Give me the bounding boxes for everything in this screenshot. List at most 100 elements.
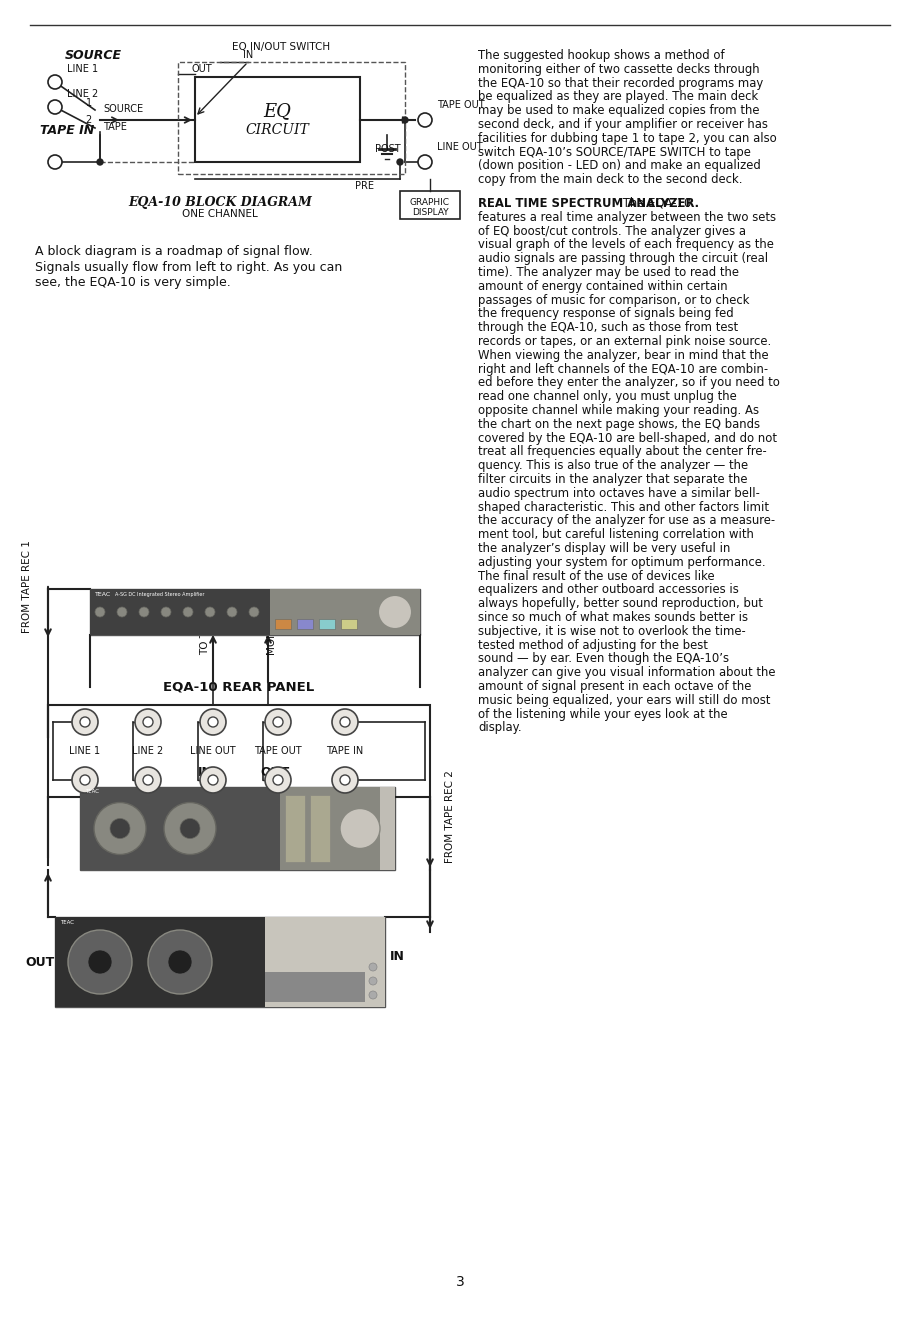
Text: of the listening while your eyes look at the: of the listening while your eyes look at… <box>478 707 727 720</box>
Circle shape <box>199 766 226 793</box>
Bar <box>177 62 404 174</box>
Text: through the EQA-10, such as those from test: through the EQA-10, such as those from t… <box>478 321 737 335</box>
Text: OUT: OUT <box>260 766 289 778</box>
Text: subjective, it is wise not to overlook the time-: subjective, it is wise not to overlook t… <box>478 624 745 637</box>
Circle shape <box>208 716 218 727</box>
Text: amount of energy contained within certain: amount of energy contained within certai… <box>478 279 727 292</box>
Text: CIRCUIT: CIRCUIT <box>245 122 309 137</box>
Circle shape <box>72 709 98 735</box>
Text: EQ: EQ <box>263 103 291 120</box>
Circle shape <box>205 607 215 616</box>
Text: TEAC: TEAC <box>85 789 99 794</box>
Text: equalizers and other outboard accessories is: equalizers and other outboard accessorie… <box>478 583 738 597</box>
Text: adjusting your system for optimum performance.: adjusting your system for optimum perfor… <box>478 556 765 569</box>
Circle shape <box>142 774 153 785</box>
Text: audio signals are passing through the circuit (real: audio signals are passing through the ci… <box>478 252 767 265</box>
Text: audio spectrum into octaves have a similar bell-: audio spectrum into octaves have a simil… <box>478 487 759 499</box>
Circle shape <box>208 774 218 785</box>
Text: treat all frequencies equally about the center fre-: treat all frequencies equally about the … <box>478 445 766 458</box>
Text: A-SG DC Integrated Stereo Amplifier: A-SG DC Integrated Stereo Amplifier <box>115 593 204 597</box>
Text: 3: 3 <box>455 1275 464 1289</box>
Text: sound — by ear. Even though the EQA-10’s: sound — by ear. Even though the EQA-10’s <box>478 652 728 665</box>
Circle shape <box>48 100 62 115</box>
Bar <box>319 619 335 630</box>
Bar <box>279 788 380 871</box>
Circle shape <box>199 709 226 735</box>
Text: filter circuits in the analyzer that separate the: filter circuits in the analyzer that sep… <box>478 473 747 486</box>
Text: facilities for dubbing tape 1 to tape 2, you can also: facilities for dubbing tape 1 to tape 2,… <box>478 132 776 145</box>
Text: LINE OUT: LINE OUT <box>190 745 235 756</box>
Text: MON 1: MON 1 <box>267 620 277 655</box>
Circle shape <box>332 709 357 735</box>
Text: shaped characteristic. This and other factors limit: shaped characteristic. This and other fa… <box>478 500 768 514</box>
Bar <box>55 917 265 1008</box>
Text: TEAC: TEAC <box>95 593 111 597</box>
Circle shape <box>80 716 90 727</box>
Bar <box>297 619 312 630</box>
Text: the EQA-10 so that their recorded programs may: the EQA-10 so that their recorded progra… <box>478 76 763 90</box>
Circle shape <box>369 977 377 985</box>
Text: TAPE OUT: TAPE OUT <box>254 745 301 756</box>
Text: tested method of adjusting for the best: tested method of adjusting for the best <box>478 639 707 652</box>
Circle shape <box>340 809 380 848</box>
Text: passages of music for comparison, or to check: passages of music for comparison, or to … <box>478 294 749 307</box>
Bar <box>48 705 429 797</box>
Text: PRE: PRE <box>355 180 374 191</box>
Text: time). The analyzer may be used to read the: time). The analyzer may be used to read … <box>478 266 738 279</box>
Text: FROM TAPE REC 2: FROM TAPE REC 2 <box>445 770 455 864</box>
Text: second deck, and if your amplifier or receiver has: second deck, and if your amplifier or re… <box>478 119 767 130</box>
Text: TAPE IN: TAPE IN <box>40 124 94 137</box>
Text: OUT: OUT <box>25 956 54 968</box>
Circle shape <box>168 950 192 975</box>
Text: A block diagram is a roadmap of signal flow.: A block diagram is a roadmap of signal f… <box>35 245 312 258</box>
Bar <box>285 795 305 863</box>
Circle shape <box>227 607 237 616</box>
Bar <box>80 788 279 871</box>
Text: REAL TIME SPECTRUM ANALYZER.: REAL TIME SPECTRUM ANALYZER. <box>478 198 698 209</box>
Circle shape <box>161 607 171 616</box>
Circle shape <box>96 159 103 165</box>
Text: opposite channel while making your reading. As: opposite channel while making your readi… <box>478 404 758 417</box>
Text: FROM TAPE REC 1: FROM TAPE REC 1 <box>22 540 32 633</box>
Text: be equalized as they are played. The main deck: be equalized as they are played. The mai… <box>478 91 757 104</box>
Text: (down position - LED on) and make an equalized: (down position - LED on) and make an equ… <box>478 159 760 173</box>
Text: EQA-10 REAR PANEL: EQA-10 REAR PANEL <box>164 680 314 693</box>
Circle shape <box>139 607 149 616</box>
Text: the analyzer’s display will be very useful in: the analyzer’s display will be very usef… <box>478 543 730 554</box>
Circle shape <box>80 774 90 785</box>
Bar <box>90 589 420 635</box>
Text: see, the EQA-10 is very simple.: see, the EQA-10 is very simple. <box>35 277 231 288</box>
Text: LINE 2: LINE 2 <box>132 745 164 756</box>
Text: The EQA-10: The EQA-10 <box>618 198 691 209</box>
Circle shape <box>369 990 377 1000</box>
Circle shape <box>48 155 62 169</box>
Circle shape <box>180 818 199 839</box>
Circle shape <box>265 766 290 793</box>
Circle shape <box>402 117 407 122</box>
Bar <box>265 972 365 1002</box>
Text: LINE 1: LINE 1 <box>67 65 98 74</box>
Text: covered by the EQA-10 are bell-shaped, and do not: covered by the EQA-10 are bell-shaped, a… <box>478 432 777 445</box>
Circle shape <box>94 802 146 855</box>
Bar <box>265 917 384 1008</box>
Circle shape <box>148 930 211 994</box>
Text: IN: IN <box>198 766 212 778</box>
Text: always hopefully, better sound reproduction, but: always hopefully, better sound reproduct… <box>478 597 762 610</box>
Bar <box>275 619 290 630</box>
Text: analyzer can give you visual information about the: analyzer can give you visual information… <box>478 666 775 680</box>
Text: display.: display. <box>478 722 521 735</box>
Circle shape <box>417 113 432 126</box>
Text: LINE OUT: LINE OUT <box>437 142 482 151</box>
Circle shape <box>183 607 193 616</box>
Text: GRAPHIC: GRAPHIC <box>410 198 449 207</box>
Text: Signals usually flow from left to right. As you can: Signals usually flow from left to right.… <box>35 261 342 274</box>
Text: TAPE IN: TAPE IN <box>326 745 363 756</box>
Text: visual graph of the levels of each frequency as the: visual graph of the levels of each frequ… <box>478 238 773 252</box>
Text: LINE 2: LINE 2 <box>67 90 98 99</box>
Text: records or tapes, or an external pink noise source.: records or tapes, or an external pink no… <box>478 335 770 348</box>
Circle shape <box>95 607 105 616</box>
Text: TEAC: TEAC <box>60 921 74 925</box>
Bar <box>195 76 359 162</box>
Text: TO TAPE: TO TAPE <box>199 612 210 655</box>
Text: quency. This is also true of the analyzer — the: quency. This is also true of the analyze… <box>478 460 747 473</box>
